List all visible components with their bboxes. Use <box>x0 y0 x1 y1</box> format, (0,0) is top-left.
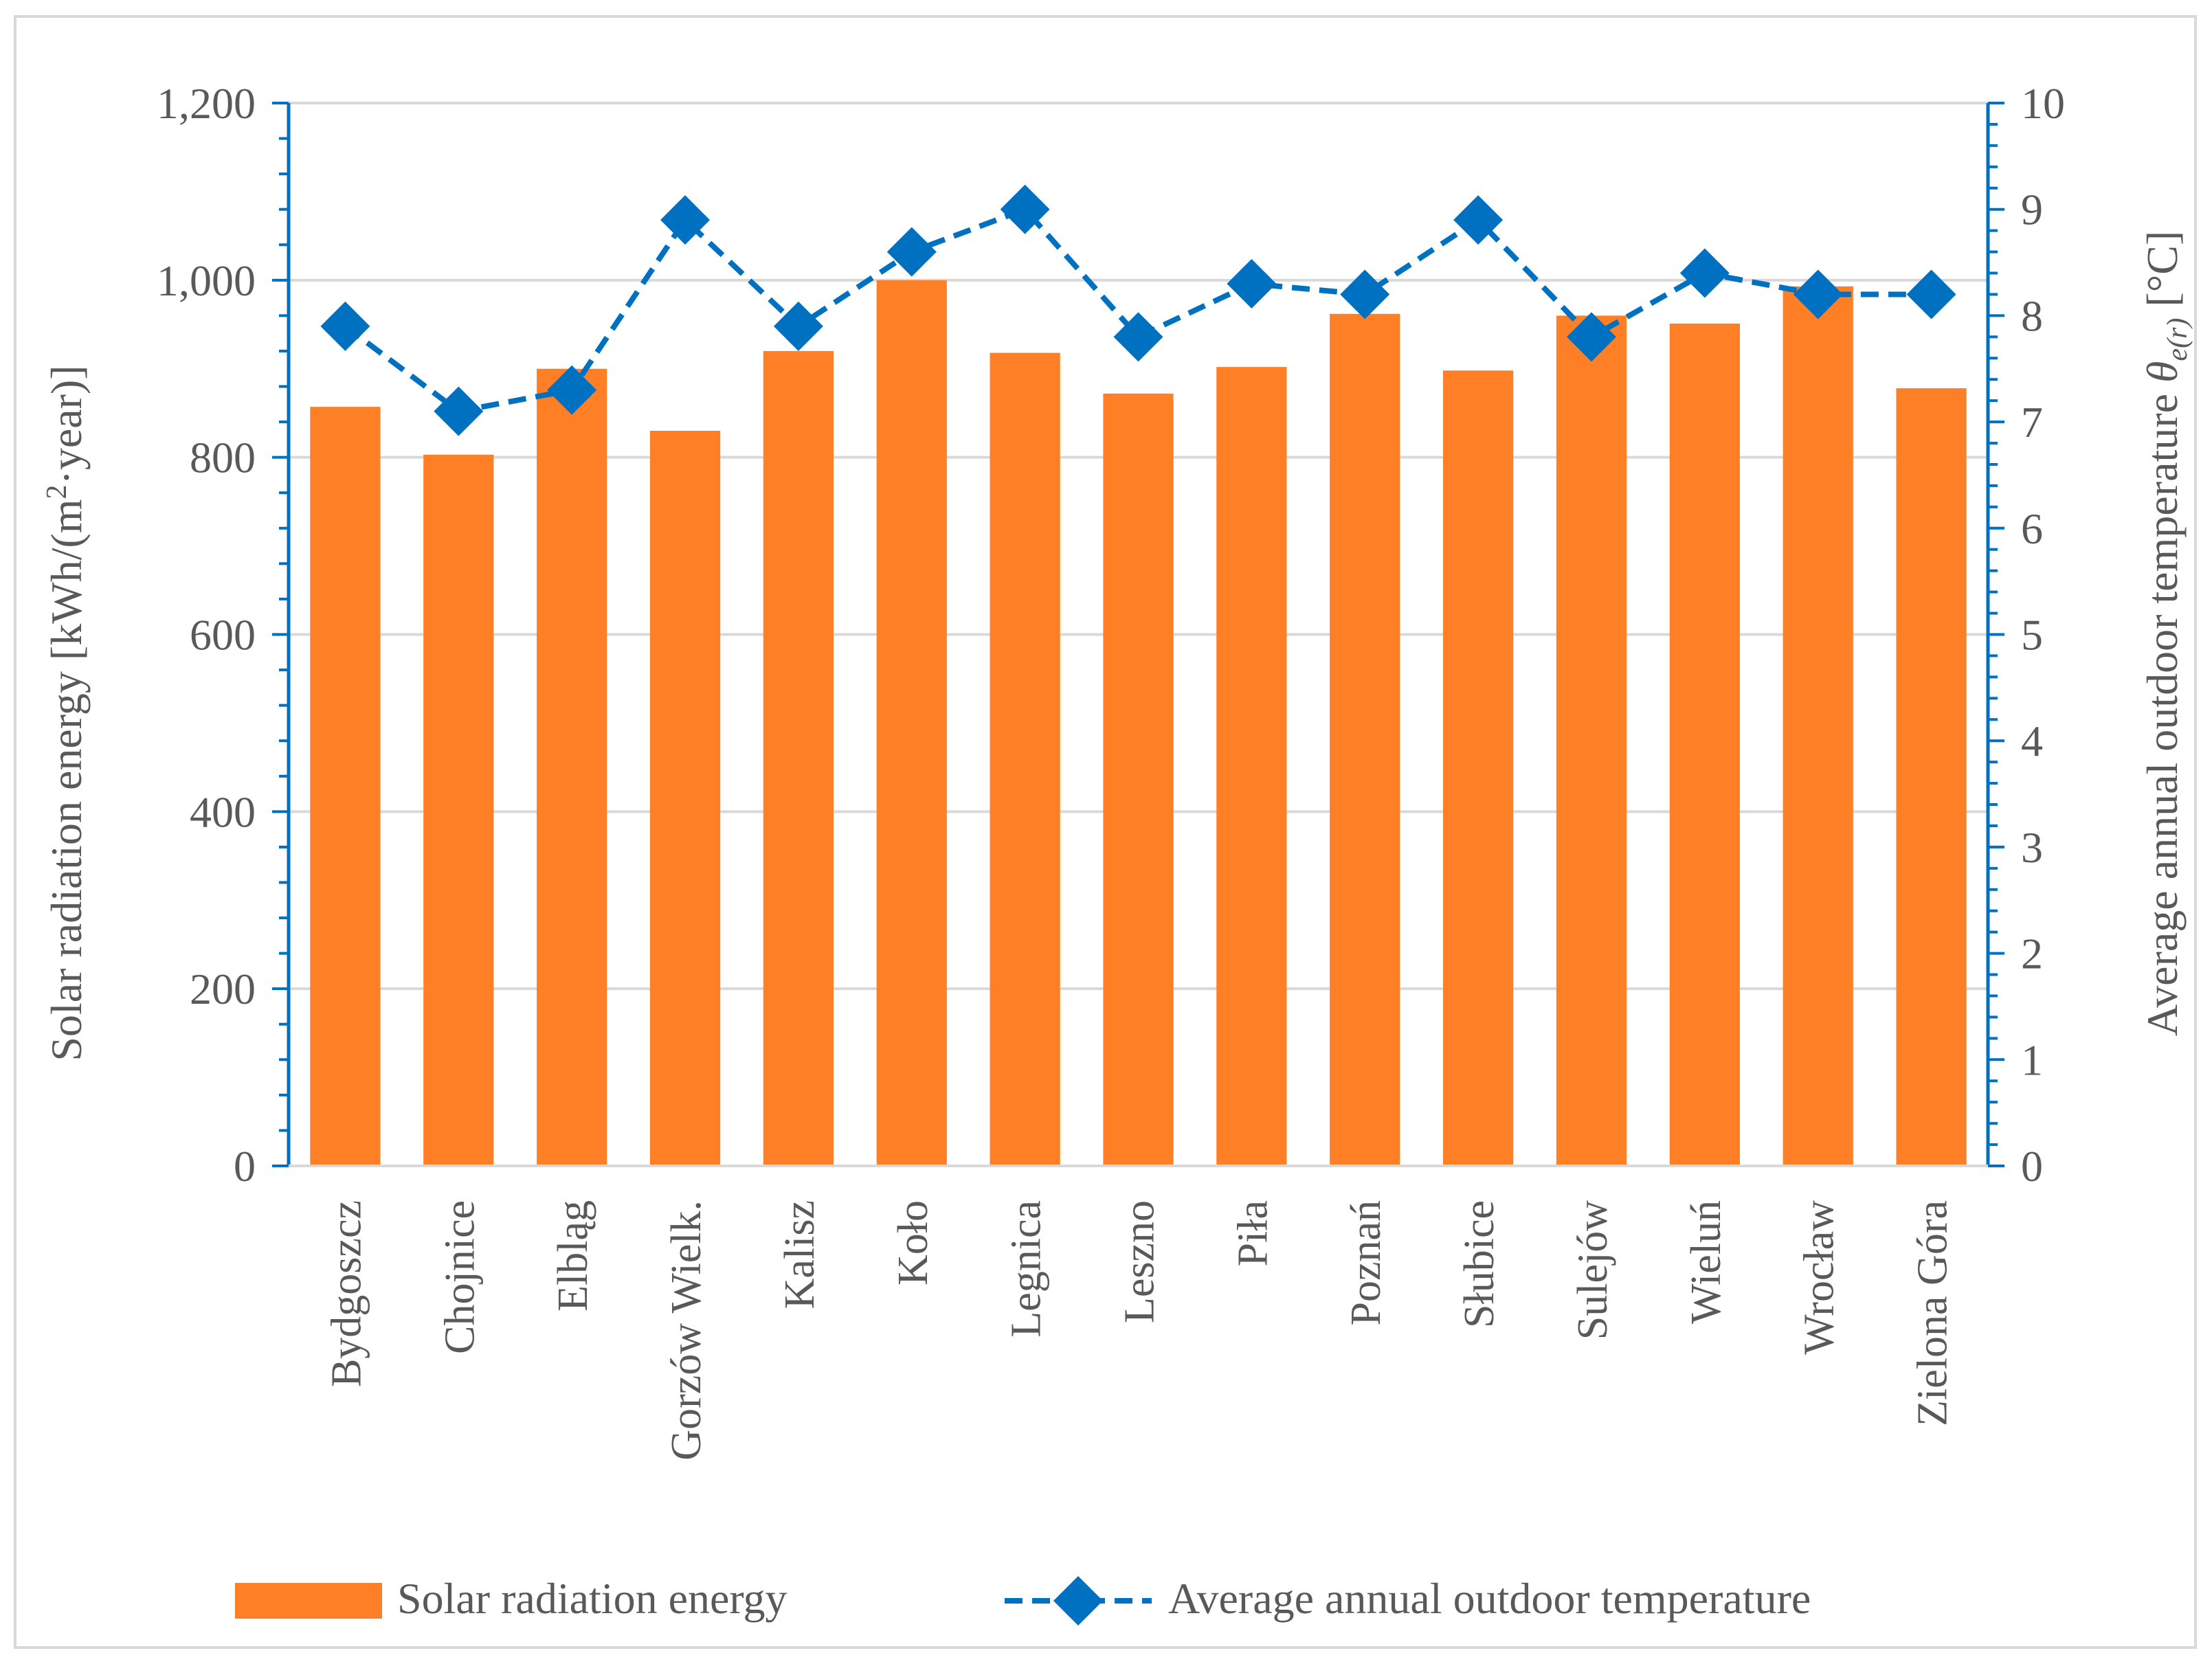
bar-12 <box>1556 315 1627 1166</box>
temperature-marker-11 <box>1453 195 1504 245</box>
y-right-tick-label: 7 <box>2021 398 2043 447</box>
bar-1 <box>310 407 381 1167</box>
legend-marker-temperature <box>1053 1576 1103 1626</box>
y-right-tick-label: 3 <box>2021 823 2043 872</box>
y-left-tick-label: 1,200 <box>157 79 256 128</box>
x-tick-label: Kalisz <box>777 1200 823 1309</box>
y-left-tick-label: 0 <box>234 1142 256 1191</box>
y-left-tick-label: 600 <box>190 611 256 660</box>
temperature-marker-14 <box>1793 269 1843 319</box>
bar-6 <box>876 280 947 1166</box>
x-tick-label: Słubice <box>1456 1200 1503 1328</box>
temperature-marker-8 <box>1113 312 1163 362</box>
temperature-marker-6 <box>886 227 937 277</box>
y-left-tick-label: 200 <box>190 965 256 1013</box>
legend-label-solar: Solar radiation energy <box>397 1574 787 1623</box>
y-right-tick-label: 9 <box>2021 185 2043 234</box>
axes <box>272 102 2004 1167</box>
bar-14 <box>1783 286 1853 1166</box>
bar-3 <box>537 368 607 1166</box>
y-right-tick-label: 6 <box>2021 504 2043 553</box>
bar-15 <box>1896 388 1967 1166</box>
bar-5 <box>763 350 834 1166</box>
y-left-axis-title: Solar radiation energy [kWh/(m2·year)] <box>41 365 91 1061</box>
temperature-marker-9 <box>1227 258 1277 308</box>
temperature-marker-10 <box>1340 269 1390 319</box>
bar-13 <box>1669 324 1740 1167</box>
temperature-marker-5 <box>773 301 823 351</box>
x-tick-label: Poznań <box>1343 1200 1389 1326</box>
y-right-tick-label: 2 <box>2021 930 2043 978</box>
y-right-tick-label: 0 <box>2021 1142 2043 1191</box>
bar-9 <box>1216 367 1287 1167</box>
x-tick-label: Chojnice <box>436 1200 483 1354</box>
bar-7 <box>990 352 1060 1167</box>
y-right-tick-label: 1 <box>2021 1035 2043 1084</box>
y-right-tick-label: 10 <box>2021 79 2065 128</box>
x-tick-label: Elbląg <box>550 1200 596 1312</box>
y-left-tick-label: 1,000 <box>157 256 256 305</box>
bar-2 <box>423 454 494 1166</box>
temperature-marker-15 <box>1906 269 1956 319</box>
x-tick-label: Piła <box>1229 1200 1276 1266</box>
bar-series <box>310 280 1967 1167</box>
temperature-marker-13 <box>1679 248 1730 298</box>
temperature-marker-2 <box>434 386 484 436</box>
x-tick-label: Koło <box>890 1200 937 1285</box>
x-tick-label: Zielona Góra <box>1910 1200 1956 1426</box>
temperature-marker-4 <box>660 195 711 245</box>
x-tick-label: Sulejów <box>1569 1200 1616 1340</box>
bar-10 <box>1330 313 1400 1166</box>
y-right-tick-label: 5 <box>2021 611 2043 660</box>
x-tick-label: Wieluń <box>1683 1200 1730 1324</box>
temperature-marker-3 <box>547 365 597 415</box>
legend-swatch-solar <box>235 1583 382 1619</box>
x-tick-label: Gorzów Wielk. <box>663 1200 710 1461</box>
y-left-tick-label: 800 <box>190 434 256 482</box>
bar-4 <box>649 430 721 1166</box>
y-right-axis-title: Average annual outdoor temperature θe(r)… <box>2138 231 2193 1037</box>
x-tick-label: Bydgoszcz <box>323 1200 370 1387</box>
bar-8 <box>1103 393 1174 1166</box>
legend: Solar radiation energy Average annual ou… <box>235 1574 1811 1626</box>
x-tick-label: Wrocław <box>1796 1200 1843 1355</box>
bar-11 <box>1442 370 1514 1166</box>
x-tick-label: Leszno <box>1117 1200 1163 1323</box>
legend-label-temperature: Average annual outdoor temperature <box>1168 1574 1811 1623</box>
temperature-marker-12 <box>1566 312 1616 362</box>
y-left-tick-label: 400 <box>190 787 256 836</box>
tick-labels: 0 200 400 600 800 1,000 1,200 0 1 2 3 4 5 6 7 8 9 10 Bydgo… <box>157 79 2065 1461</box>
y-right-tick-label: 4 <box>2021 717 2043 765</box>
temperature-marker-1 <box>320 301 370 351</box>
temperature-marker-7 <box>1000 184 1050 234</box>
y-right-tick-label: 8 <box>2021 291 2043 340</box>
x-tick-label: Legnica <box>1003 1200 1050 1338</box>
line-series <box>320 184 1956 436</box>
